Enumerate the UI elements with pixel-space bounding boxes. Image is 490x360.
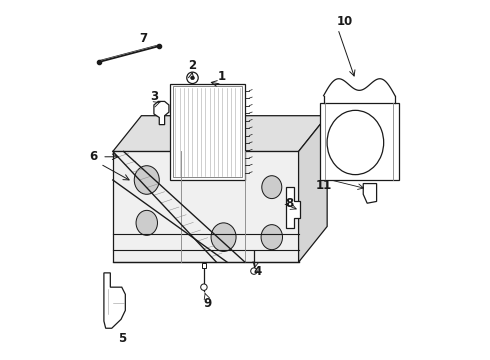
FancyBboxPatch shape [202,263,206,267]
Polygon shape [113,116,327,152]
Text: 6: 6 [89,150,98,163]
Polygon shape [113,152,298,262]
Text: 3: 3 [150,90,158,103]
Text: 8: 8 [286,197,294,210]
Circle shape [187,72,198,84]
Ellipse shape [261,225,283,249]
Text: 2: 2 [188,59,196,72]
Polygon shape [104,273,125,328]
Polygon shape [363,184,377,203]
Ellipse shape [136,210,157,235]
Polygon shape [154,102,169,125]
Text: 4: 4 [253,265,262,278]
Polygon shape [320,103,398,180]
Text: 1: 1 [218,70,226,83]
Polygon shape [298,116,327,262]
Circle shape [251,268,257,274]
Text: 5: 5 [118,333,126,346]
Circle shape [201,284,207,291]
Text: 7: 7 [139,32,147,45]
Text: 10: 10 [337,14,353,27]
Text: 11: 11 [316,179,332,192]
Polygon shape [286,187,300,228]
Circle shape [191,76,194,80]
Ellipse shape [211,223,236,251]
Ellipse shape [262,176,282,199]
Text: 9: 9 [203,297,212,310]
Polygon shape [170,84,245,180]
Ellipse shape [134,166,159,194]
